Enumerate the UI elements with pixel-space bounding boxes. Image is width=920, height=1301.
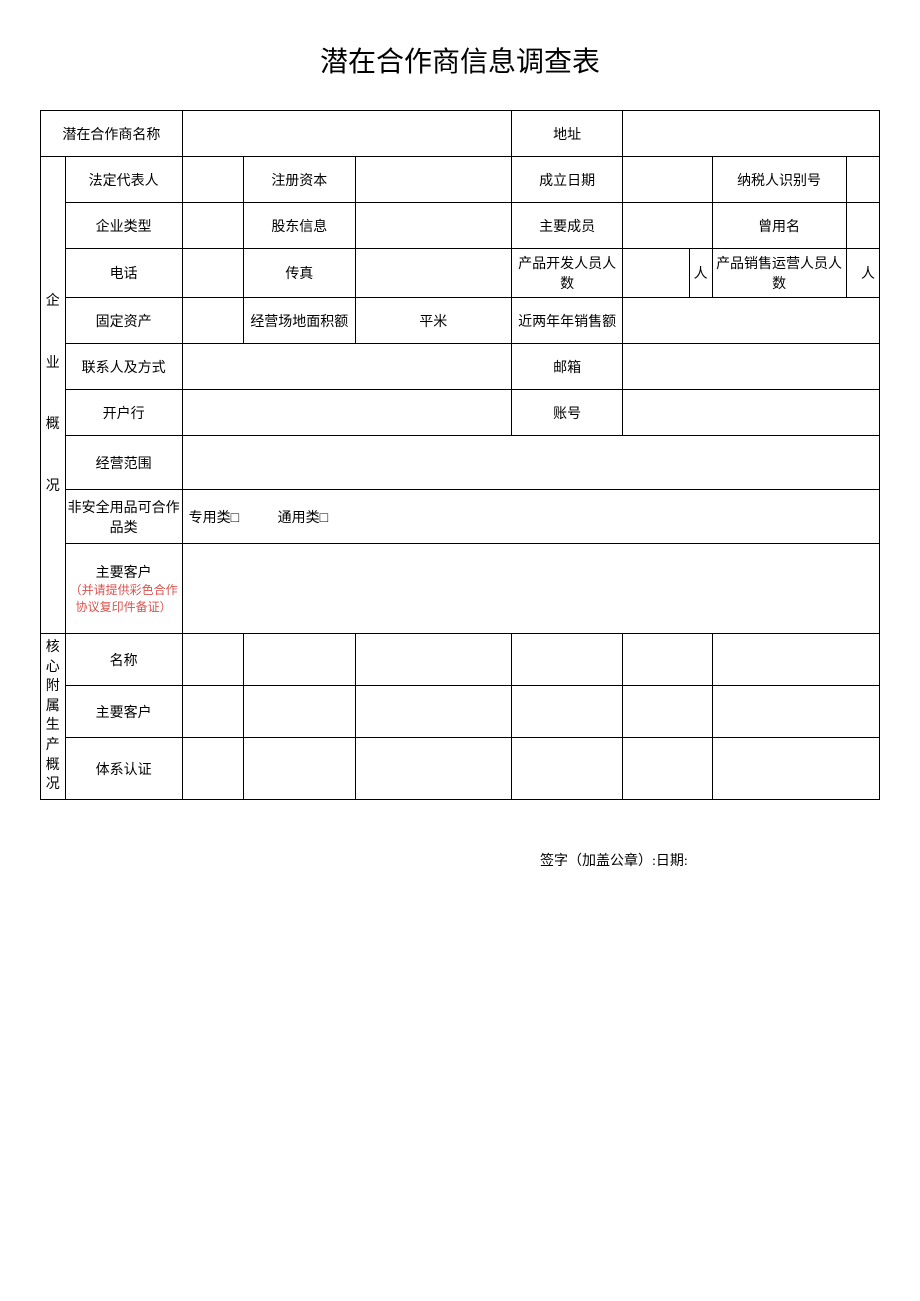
label-two-year-sales: 近两年年销售额 xyxy=(511,298,623,344)
field-core-name-4[interactable] xyxy=(511,634,623,686)
field-bank[interactable] xyxy=(182,390,511,436)
field-core-cust-1[interactable] xyxy=(182,686,243,738)
label-fixed-assets: 固定资产 xyxy=(65,298,182,344)
row-company-2: 企业类型 股东信息 主要成员 曾用名 xyxy=(41,203,880,249)
row-company-1: 企业概况 法定代表人 注册资本 成立日期 纳税人识别号 xyxy=(41,157,880,203)
label-core-name: 名称 xyxy=(65,634,182,686)
field-address[interactable] xyxy=(623,111,880,157)
row-company-4: 固定资产 经营场地面积额 平米 近两年年销售额 xyxy=(41,298,880,344)
row-core-1: 核心附属生产概况 名称 xyxy=(41,634,880,686)
field-core-cust-3[interactable] xyxy=(355,686,511,738)
label-customers-text: 主要客户 xyxy=(96,566,152,581)
footer-signature: 签字（加盖公章）:日期: xyxy=(40,850,880,870)
section-core-label: 核心附属生产概况 xyxy=(41,634,66,800)
field-main-members[interactable] xyxy=(623,203,712,249)
field-nonsafe[interactable]: 专用类□ 通用类□ xyxy=(182,490,879,544)
field-tax-id[interactable] xyxy=(846,157,880,203)
field-core-cert-1[interactable] xyxy=(182,738,243,799)
label-address: 地址 xyxy=(511,111,623,157)
field-phone[interactable] xyxy=(182,249,243,298)
label-biz-area: 经营场地面积额 xyxy=(244,298,356,344)
label-former-name: 曾用名 xyxy=(712,203,846,249)
field-core-name-3[interactable] xyxy=(355,634,511,686)
field-partner-name[interactable] xyxy=(182,111,511,157)
unit-person-2: 人 xyxy=(846,249,880,298)
field-core-cert-4[interactable] xyxy=(511,738,623,799)
field-core-cert-2[interactable] xyxy=(244,738,356,799)
field-core-name-5[interactable] xyxy=(623,634,712,686)
row-core-3: 体系认证 xyxy=(41,738,880,799)
label-reg-capital: 注册资本 xyxy=(244,157,356,203)
label-partner-name: 潜在合作商名称 xyxy=(41,111,183,157)
field-ent-type[interactable] xyxy=(182,203,243,249)
label-scope: 经营范围 xyxy=(65,436,182,490)
label-core-customers: 主要客户 xyxy=(65,686,182,738)
label-phone: 电话 xyxy=(65,249,182,298)
field-account[interactable] xyxy=(623,390,880,436)
row-core-2: 主要客户 xyxy=(41,686,880,738)
field-biz-area[interactable]: 平米 xyxy=(355,298,511,344)
field-former-name[interactable] xyxy=(846,203,880,249)
row-company-5: 联系人及方式 邮箱 xyxy=(41,344,880,390)
field-fixed-assets[interactable] xyxy=(182,298,243,344)
label-sales-staff: 产品销售运营人员人数 xyxy=(712,249,846,298)
label-ent-type: 企业类型 xyxy=(65,203,182,249)
label-customers-note: （并请提供彩色合作协议复印件备证） xyxy=(68,582,180,616)
label-dev-staff: 产品开发人员人数 xyxy=(511,249,623,298)
field-scope[interactable] xyxy=(182,436,879,490)
section-company-label: 企业概况 xyxy=(41,157,66,634)
label-shareholder: 股东信息 xyxy=(244,203,356,249)
field-dev-staff[interactable] xyxy=(623,249,690,298)
field-core-cert-3[interactable] xyxy=(355,738,511,799)
label-main-members: 主要成员 xyxy=(511,203,623,249)
field-core-name-2[interactable] xyxy=(244,634,356,686)
row-company-3: 电话 传真 产品开发人员人数 人 产品销售运营人员人数 人 xyxy=(41,249,880,298)
label-legal-rep: 法定代表人 xyxy=(65,157,182,203)
checkbox-special[interactable]: 专用类□ xyxy=(189,511,239,526)
checkbox-general[interactable]: 通用类□ xyxy=(278,511,328,526)
row-company-6: 开户行 账号 xyxy=(41,390,880,436)
field-core-cert-5[interactable] xyxy=(623,738,712,799)
field-core-cust-5[interactable] xyxy=(623,686,712,738)
label-core-cert: 体系认证 xyxy=(65,738,182,799)
label-fax: 传真 xyxy=(244,249,356,298)
label-account: 账号 xyxy=(511,390,623,436)
field-est-date[interactable] xyxy=(623,157,712,203)
page-title: 潜在合作商信息调查表 xyxy=(40,40,880,80)
field-customers[interactable] xyxy=(182,544,879,634)
field-core-name-1[interactable] xyxy=(182,634,243,686)
label-nonsafe: 非安全用品可合作品类 xyxy=(65,490,182,544)
field-core-name-6[interactable] xyxy=(712,634,879,686)
label-email: 邮箱 xyxy=(511,344,623,390)
row-partner-header: 潜在合作商名称 地址 xyxy=(41,111,880,157)
row-company-7: 经营范围 xyxy=(41,436,880,490)
field-reg-capital[interactable] xyxy=(355,157,511,203)
row-company-8: 非安全用品可合作品类 专用类□ 通用类□ xyxy=(41,490,880,544)
field-email[interactable] xyxy=(623,344,880,390)
field-core-cust-2[interactable] xyxy=(244,686,356,738)
survey-table: 潜在合作商名称 地址 企业概况 法定代表人 注册资本 成立日期 纳税人识别号 企… xyxy=(40,110,880,800)
label-tax-id: 纳税人识别号 xyxy=(712,157,846,203)
label-customers: 主要客户 （并请提供彩色合作协议复印件备证） xyxy=(65,544,182,634)
label-bank: 开户行 xyxy=(65,390,182,436)
unit-sqm: 平米 xyxy=(419,315,447,330)
label-contact: 联系人及方式 xyxy=(65,344,182,390)
field-two-year-sales[interactable] xyxy=(623,298,880,344)
field-contact[interactable] xyxy=(182,344,511,390)
field-fax[interactable] xyxy=(355,249,511,298)
unit-person-1: 人 xyxy=(690,249,712,298)
label-est-date: 成立日期 xyxy=(511,157,623,203)
row-company-9: 主要客户 （并请提供彩色合作协议复印件备证） xyxy=(41,544,880,634)
field-legal-rep[interactable] xyxy=(182,157,243,203)
field-core-cust-4[interactable] xyxy=(511,686,623,738)
field-shareholder[interactable] xyxy=(355,203,511,249)
field-core-cert-6[interactable] xyxy=(712,738,879,799)
field-core-cust-6[interactable] xyxy=(712,686,879,738)
